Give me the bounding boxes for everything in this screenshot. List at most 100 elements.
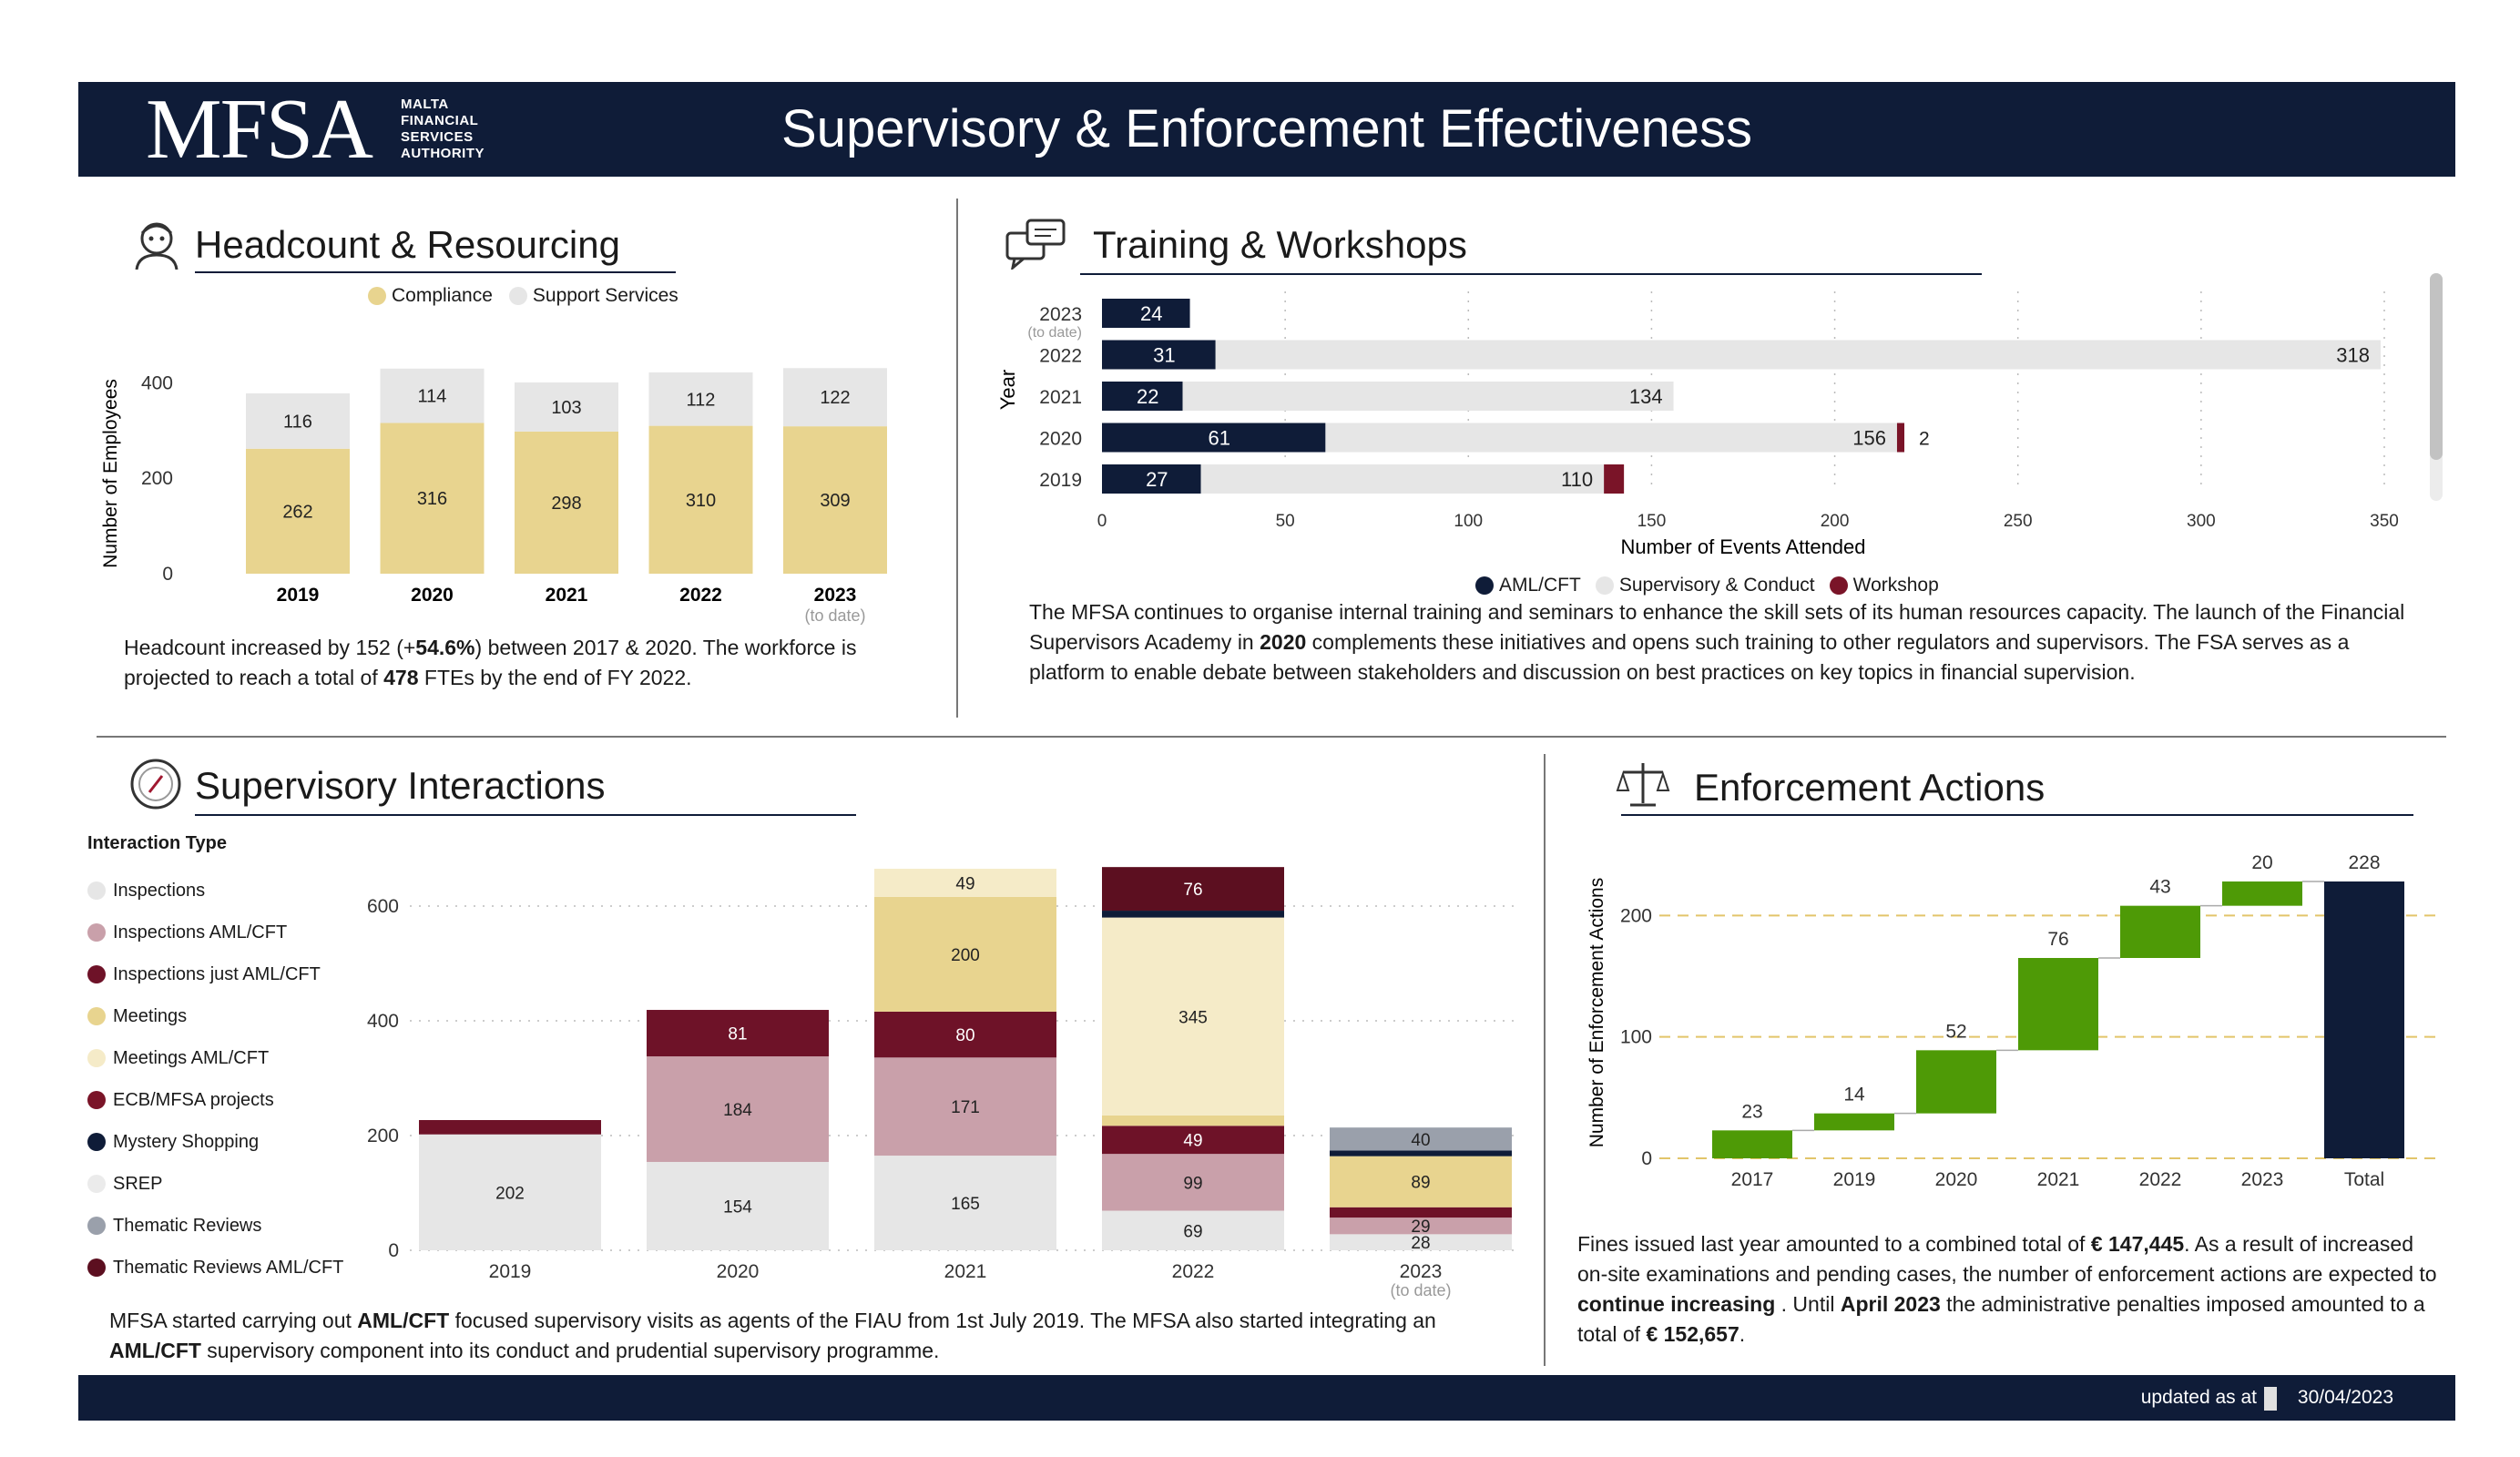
legend-label: Meetings bbox=[113, 1005, 188, 1026]
scrollbar-track[interactable] bbox=[2430, 273, 2443, 501]
paragraph-emphasis: € 152,657 bbox=[1646, 1322, 1740, 1346]
scrollbar-thumb[interactable] bbox=[2430, 273, 2443, 460]
bar-segment bbox=[648, 372, 753, 426]
updated-label: updated as at bbox=[2140, 1387, 2257, 1408]
bar-segment bbox=[874, 1156, 1056, 1250]
legend-item: Inspections just AML/CFT bbox=[87, 953, 379, 995]
training-title: Training & Workshops bbox=[1093, 223, 1467, 266]
data-label: 27 bbox=[1146, 468, 1168, 491]
bar-segment bbox=[874, 869, 1056, 897]
bar-segment bbox=[783, 368, 887, 427]
legend-item-amlcft: AML/CFT bbox=[1475, 574, 1581, 597]
bar-segment bbox=[515, 382, 618, 432]
x-tick-label: 2022 bbox=[679, 585, 722, 606]
bar-segment bbox=[246, 393, 350, 449]
paragraph-emphasis: 2020 bbox=[1260, 630, 1307, 654]
paragraph-emphasis: 54.6% bbox=[415, 636, 475, 659]
legend-item: Thematic Reviews AML/CFT bbox=[87, 1247, 379, 1289]
bar-segment bbox=[380, 368, 485, 423]
legend-label: Meetings AML/CFT bbox=[113, 1047, 270, 1068]
bar-segment bbox=[1182, 382, 1674, 411]
x-tick-label: 2023 bbox=[814, 585, 857, 606]
training-chart: 0 50 100 150 200 250 300 350 Number of Events At… bbox=[996, 291, 2399, 558]
data-label: 345 bbox=[1178, 1008, 1208, 1027]
bar-segment bbox=[783, 426, 887, 574]
y-tick-label: 2023 bbox=[1039, 304, 1082, 325]
enforcement-title: Enforcement Actions bbox=[1694, 766, 2046, 809]
headcount-title: Headcount & Resourcing bbox=[195, 223, 620, 266]
interactions-paragraph: MFSA started carrying out AML/CFT focuse… bbox=[109, 1306, 1530, 1366]
y-tick-label: 0 bbox=[162, 564, 173, 585]
paragraph-emphasis: AML/CFT bbox=[357, 1309, 450, 1332]
headcount-title-rule bbox=[195, 271, 676, 273]
y-tick-label: 200 bbox=[1620, 905, 1652, 926]
footer-bar: updated as at 30/04/2023 bbox=[78, 1375, 2455, 1421]
y-tick-label: 200 bbox=[367, 1126, 399, 1146]
y-axis-label: Year bbox=[996, 370, 1019, 410]
bar-segment bbox=[1330, 1156, 1512, 1207]
data-label: 184 bbox=[723, 1101, 752, 1120]
data-label: 76 bbox=[1183, 881, 1202, 900]
x-tick-label: 200 bbox=[1821, 512, 1850, 531]
x-tick-note: (to date) bbox=[804, 606, 865, 625]
legend-swatch bbox=[1829, 576, 1848, 595]
legend-label: Thematic Reviews bbox=[113, 1215, 262, 1236]
waterfall-bar bbox=[2324, 881, 2404, 1158]
bar-segment bbox=[1325, 423, 1897, 453]
x-tick-label: 2019 bbox=[489, 1261, 532, 1282]
data-label: 110 bbox=[1561, 468, 1593, 491]
bar-segment bbox=[246, 448, 350, 574]
bar-segment bbox=[1330, 1234, 1512, 1250]
paragraph-text: . bbox=[1739, 1322, 1746, 1346]
x-tick-label: 2021 bbox=[546, 585, 588, 606]
legend-item-supervisory: Supervisory & Conduct bbox=[1595, 574, 1815, 597]
data-label: 43 bbox=[2149, 877, 2170, 898]
legend-label: Inspections bbox=[113, 880, 206, 901]
y-tick-label: 0 bbox=[1641, 1148, 1652, 1169]
logo-subtitle-line: SERVICES bbox=[401, 129, 474, 145]
bar-segment bbox=[874, 1011, 1056, 1058]
paragraph-emphasis: continue increasing bbox=[1577, 1292, 1776, 1316]
y-tick-label: 400 bbox=[141, 372, 173, 393]
training-legend: AML/CFT Supervisory & Conduct Workshop bbox=[1475, 574, 1939, 597]
interactions-legend-items: Inspections Inspections AML/CFT Inspection… bbox=[87, 870, 379, 1289]
data-label: 24 bbox=[1140, 302, 1162, 325]
legend-swatch bbox=[87, 1217, 106, 1235]
data-label: 14 bbox=[1843, 1085, 1865, 1105]
data-label: 200 bbox=[951, 946, 980, 965]
bar-segment bbox=[1330, 1127, 1512, 1151]
legend-swatch bbox=[87, 1049, 106, 1067]
paragraph-text: Headcount increased by 152 (+ bbox=[124, 636, 416, 659]
paragraph-emphasis: AML/CFT bbox=[109, 1339, 201, 1362]
data-label: 228 bbox=[2348, 852, 2380, 873]
legend-title: Interaction Type bbox=[87, 833, 227, 853]
data-label: 99 bbox=[1183, 1174, 1202, 1193]
data-label: 310 bbox=[686, 491, 716, 511]
waterfall-bar bbox=[2018, 958, 2098, 1051]
legend-swatch bbox=[368, 287, 386, 305]
y-tick-label: 2020 bbox=[1039, 429, 1082, 450]
bar-segment bbox=[1330, 1150, 1512, 1156]
headcount-chart: Number of Employees 0 200 400 262 116 2019 316 1… bbox=[100, 368, 887, 625]
person-icon bbox=[135, 222, 179, 270]
legend-item: Thematic Reviews bbox=[87, 1205, 379, 1247]
data-label: 23 bbox=[1741, 1101, 1762, 1122]
legend-item: Inspections bbox=[87, 870, 379, 912]
bar-segment bbox=[1102, 464, 1201, 494]
data-label: 202 bbox=[495, 1184, 525, 1203]
data-label: 28 bbox=[1411, 1234, 1430, 1253]
paragraph-text: Fines issued last year amounted to a com… bbox=[1577, 1232, 2091, 1256]
data-label: 20 bbox=[2251, 852, 2272, 873]
paragraph-text: ) between 2017 & 2020. The workforce is … bbox=[124, 636, 857, 689]
interactions-title-rule bbox=[195, 814, 856, 816]
legend-swatch bbox=[87, 1133, 106, 1151]
x-tick-label: 50 bbox=[1276, 512, 1295, 531]
x-tick-label: 2021 bbox=[944, 1261, 987, 1282]
legend-label: SREP bbox=[113, 1173, 163, 1194]
bar-segment bbox=[1102, 1154, 1284, 1211]
divider-horizontal bbox=[97, 736, 2446, 738]
legend-swatch bbox=[1475, 576, 1494, 595]
headcount-legend: Compliance Support Services bbox=[368, 284, 678, 308]
data-label: 318 bbox=[2336, 344, 2370, 367]
paragraph-emphasis: April 2023 bbox=[1840, 1292, 1941, 1316]
